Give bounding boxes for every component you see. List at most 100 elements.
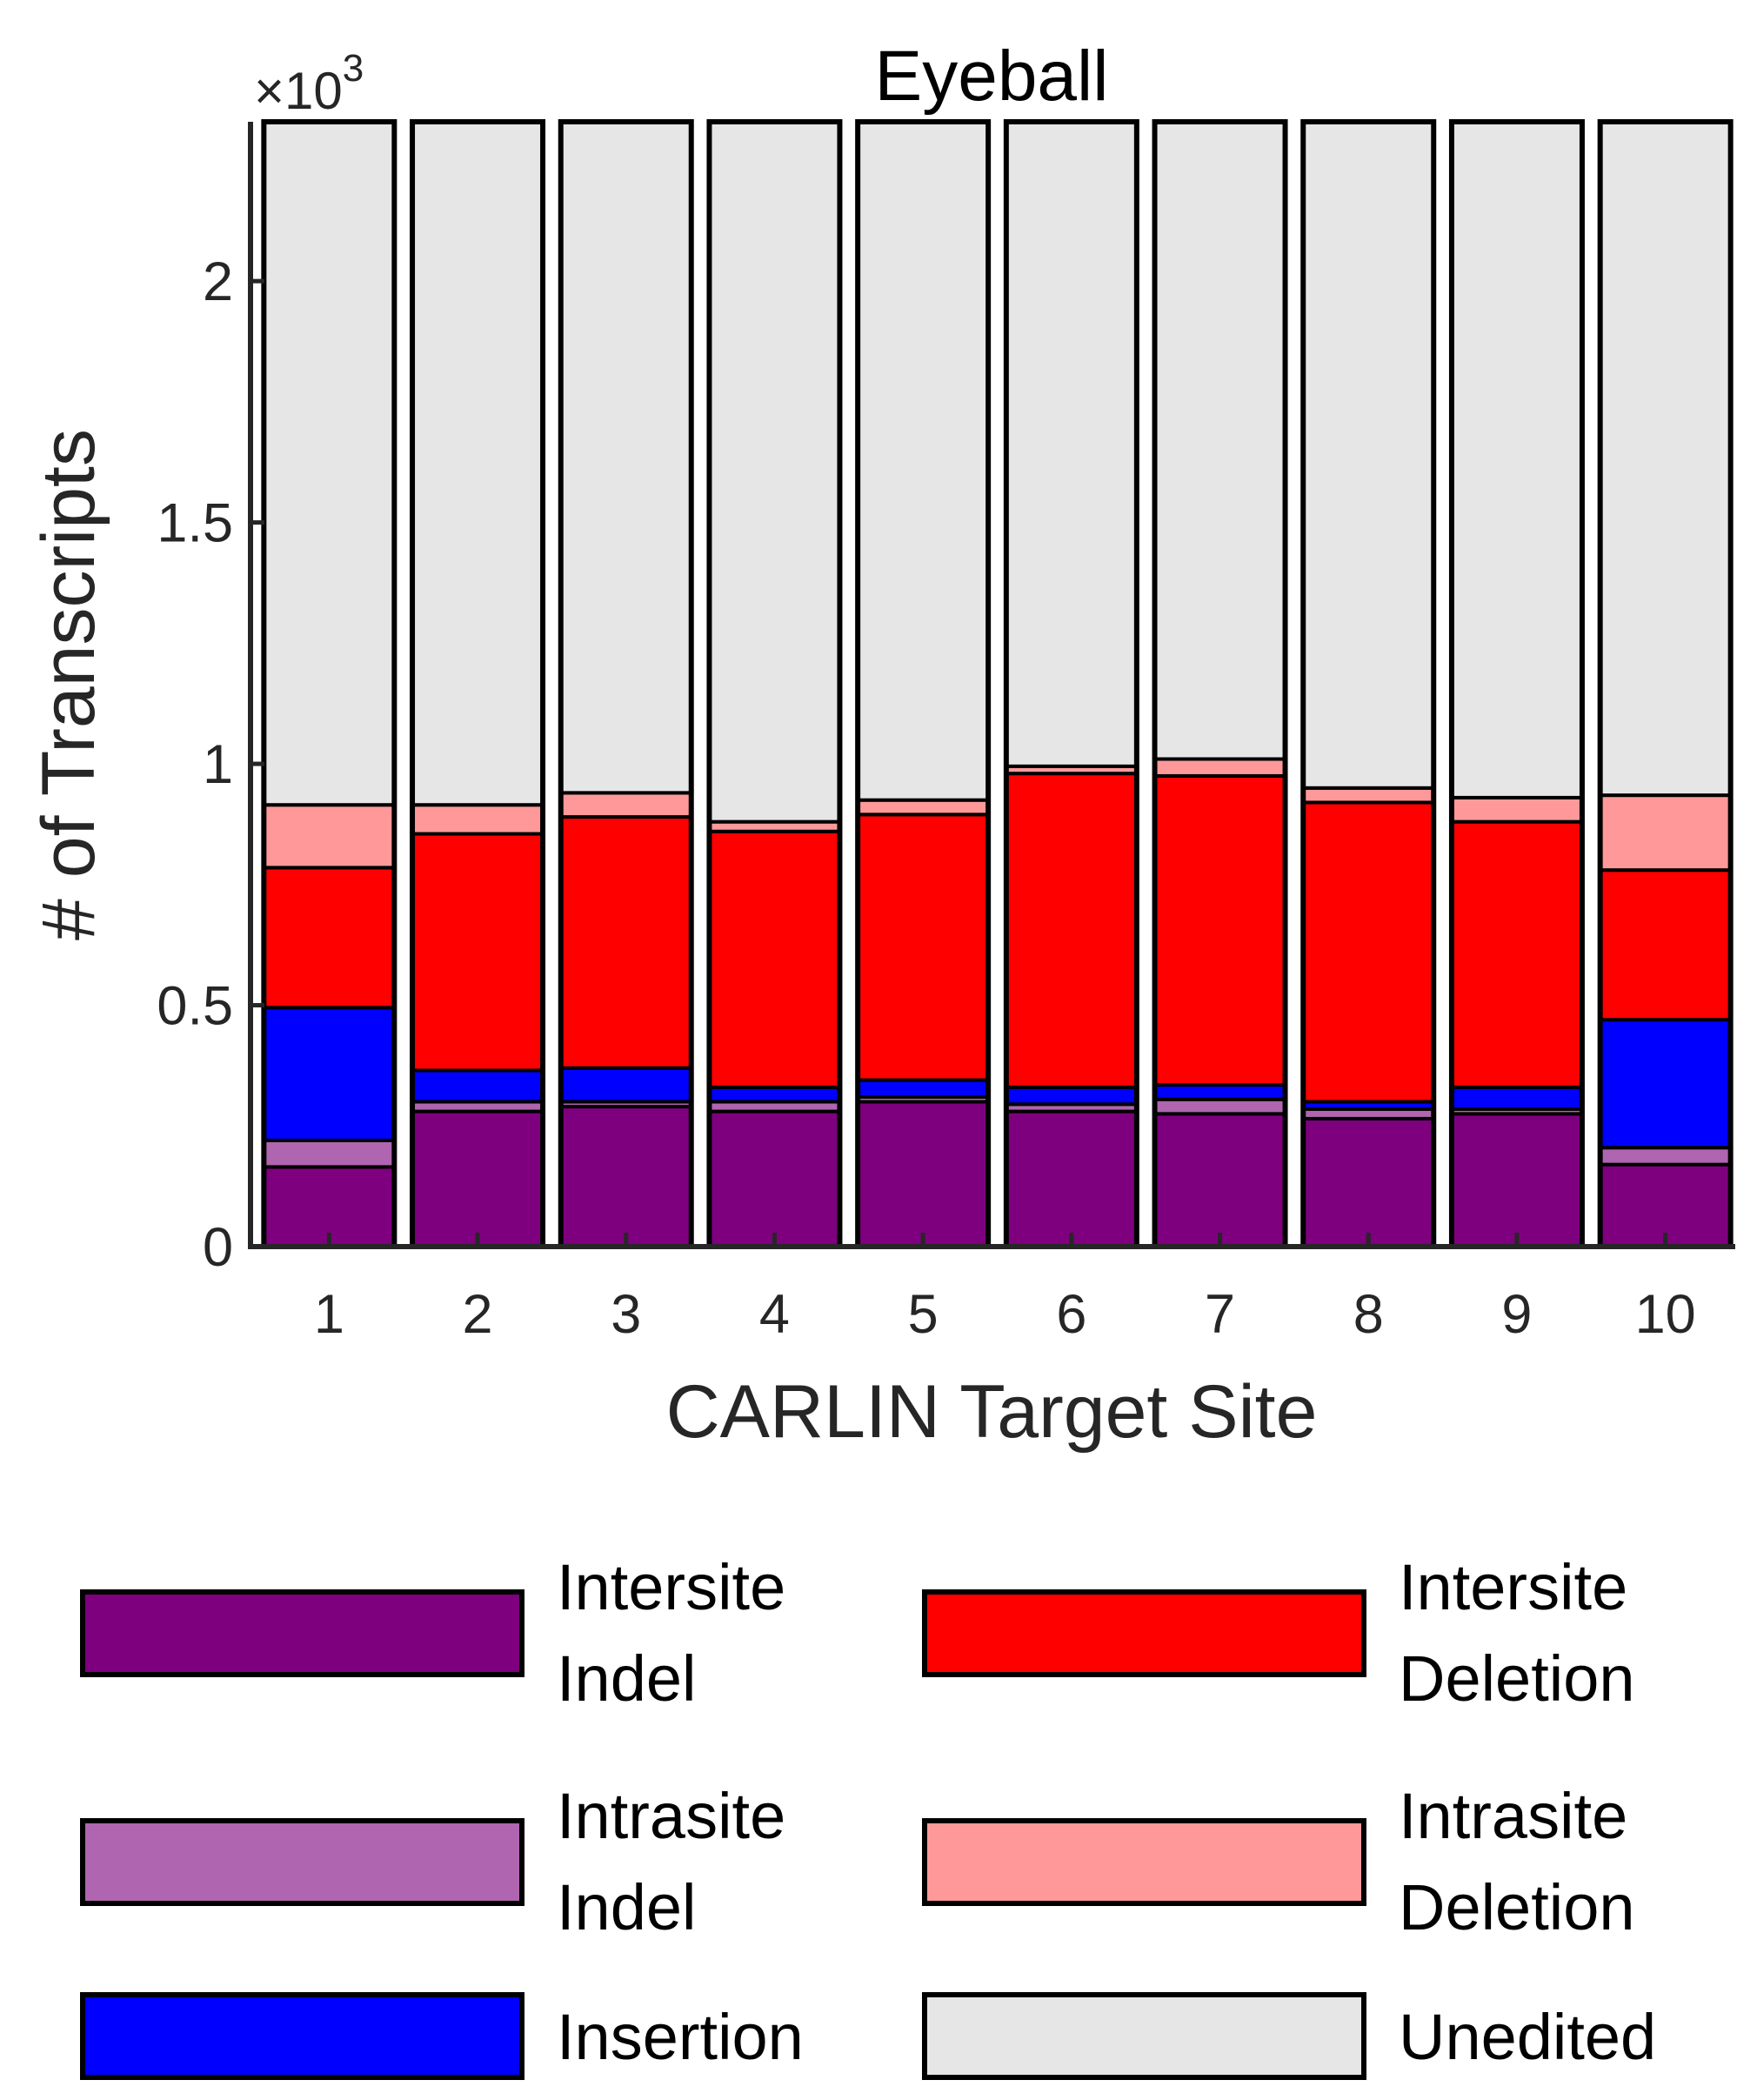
bar-segment-intrasite-deletion-7 — [1152, 757, 1287, 778]
bar-segment-intersite-deletion-2 — [411, 832, 545, 1073]
legend-item-insertion-: Insertion — [80, 1992, 804, 2080]
y-multiplier-base: ×10 — [254, 62, 343, 120]
bar-segment-insertion-5 — [856, 1078, 991, 1099]
bar-segment-intersite-deletion-9 — [1449, 819, 1584, 1089]
bar-stack-5 — [855, 119, 992, 1249]
bar-segment-intersite-indel-9 — [1449, 1112, 1584, 1248]
legend-swatch — [80, 1818, 524, 1906]
bar-stack-2 — [410, 119, 546, 1249]
bar-segment-unedited-7 — [1152, 120, 1287, 761]
bar-segment-intersite-indel-7 — [1152, 1112, 1287, 1248]
bar-segment-unedited-1 — [262, 120, 397, 807]
bar-segment-intrasite-deletion-1 — [262, 803, 397, 870]
bar-segment-intersite-deletion-7 — [1152, 773, 1287, 1087]
bar-segment-insertion-10 — [1598, 1018, 1733, 1150]
legend-item-intersite-indel: Intersite Indel — [80, 1551, 785, 1715]
bar-segment-intrasite-deletion-5 — [856, 798, 991, 817]
bar-segment-unedited-9 — [1449, 120, 1584, 799]
bar-segment-unedited-3 — [558, 120, 693, 795]
bar-segment-insertion-4 — [707, 1085, 842, 1104]
bar-segment-intersite-indel-5 — [856, 1100, 991, 1248]
bar-segment-intersite-deletion-8 — [1301, 800, 1436, 1104]
legend-swatch — [922, 1589, 1366, 1677]
y-tick-label-2: 1 — [203, 734, 233, 795]
bar-segment-unedited-8 — [1301, 120, 1436, 790]
x-tick-label-5: 5 — [908, 1284, 939, 1345]
x-axis-title: CARLIN Target Site — [666, 1370, 1318, 1454]
bars-layer — [261, 119, 1734, 1249]
bar-segment-intersite-indel-4 — [707, 1109, 842, 1249]
bar-segment-intrasite-deletion-3 — [558, 791, 693, 819]
bar-segment-intrasite-indel-10 — [1598, 1146, 1733, 1167]
x-tick-label-2: 2 — [463, 1284, 493, 1345]
x-tick-label-8: 8 — [1353, 1284, 1384, 1345]
y-tick-label-3: 1.5 — [157, 493, 233, 554]
bar-segment-insertion-9 — [1449, 1085, 1584, 1111]
bar-segment-intersite-deletion-6 — [1004, 772, 1139, 1089]
bar-stack-6 — [1003, 119, 1139, 1249]
x-tick-label-1: 1 — [314, 1284, 344, 1345]
y-multiplier-label: ×103 — [254, 47, 364, 120]
bar-segment-intrasite-deletion-10 — [1598, 793, 1733, 873]
bar-stack-1 — [261, 119, 397, 1249]
bar-segment-intersite-indel-3 — [558, 1105, 693, 1249]
bar-segment-intrasite-indel-1 — [262, 1138, 397, 1169]
x-tick-label-10: 10 — [1635, 1284, 1696, 1345]
legend-label-line1: Intersite — [1399, 1551, 1627, 1623]
y-tick-label-4: 2 — [203, 251, 233, 312]
legend-swatch — [80, 1589, 524, 1677]
legend-swatch — [922, 1992, 1366, 2080]
bar-segment-insertion-3 — [558, 1066, 693, 1104]
bar-segment-intersite-indel-8 — [1301, 1116, 1436, 1248]
x-tick-label-4: 4 — [759, 1284, 790, 1345]
legend-label-line2: Indel — [557, 1871, 696, 1943]
bar-segment-unedited-2 — [411, 120, 545, 807]
legend-swatch — [80, 1992, 524, 2080]
bar-segment-intersite-deletion-3 — [558, 815, 693, 1070]
bar-segment-intrasite-deletion-8 — [1301, 786, 1436, 805]
y-axis-title: # of Transcripts — [27, 429, 110, 940]
x-tick-label-6: 6 — [1056, 1284, 1086, 1345]
bar-segment-intersite-indel-6 — [1004, 1109, 1139, 1249]
x-tick-label-7: 7 — [1205, 1284, 1235, 1345]
legend-swatch — [922, 1818, 1366, 1906]
chart-title: Eyeball — [875, 37, 1109, 116]
legend-item-intersite-deletion: Intersite Deletion — [922, 1551, 1635, 1715]
legend-label-line2: Deletion — [1399, 1642, 1635, 1715]
bar-segment-insertion-1 — [262, 1006, 397, 1142]
bar-stack-8 — [1300, 119, 1437, 1249]
bar-segment-unedited-6 — [1004, 120, 1139, 768]
bar-stack-4 — [706, 119, 843, 1249]
legend-label-line1: Intrasite — [557, 1780, 785, 1852]
legend-item-intrasite-indel: Intrasite Indel — [80, 1780, 785, 1943]
y-multiplier-exponent: 3 — [343, 47, 364, 90]
legend-item-intrasite-deletion: Intrasite Deletion — [922, 1780, 1635, 1943]
legend-item-unedited-: Unedited — [922, 1992, 1656, 2080]
bar-stack-9 — [1448, 119, 1585, 1249]
bar-segment-intrasite-deletion-2 — [411, 803, 545, 836]
x-tick-label-9: 9 — [1501, 1284, 1532, 1345]
legend-label: Insertion — [557, 2001, 804, 2073]
legend-label-line2: Deletion — [1399, 1871, 1635, 1943]
bar-stack-3 — [558, 119, 694, 1249]
bar-segment-unedited-5 — [856, 120, 991, 802]
bar-segment-intersite-deletion-1 — [262, 866, 397, 1010]
legend-label-line2: Indel — [557, 1642, 696, 1715]
y-tick-label-0: 0 — [203, 1217, 233, 1278]
legend: IntersiteIndelIntersiteDeletionIntrasite… — [80, 1551, 1656, 2080]
bar-segment-unedited-4 — [707, 120, 842, 824]
y-tick-label-1: 0.5 — [157, 976, 233, 1037]
bar-segment-insertion-7 — [1152, 1083, 1287, 1101]
axes-layer — [248, 122, 1735, 1249]
legend-label-line1: Intrasite — [1399, 1780, 1627, 1852]
bar-stack-7 — [1152, 119, 1288, 1249]
bar-segment-insertion-2 — [411, 1068, 545, 1104]
legend-label-line1: Intersite — [557, 1551, 785, 1623]
ticks-layer: 0 0.5 1 1.5 2 1 2 3 4 5 6 7 8 9 10 — [157, 251, 1695, 1345]
bar-segment-intersite-deletion-10 — [1598, 868, 1733, 1022]
bar-segment-insertion-6 — [1004, 1085, 1139, 1107]
legend-label: Unedited — [1399, 2001, 1656, 2073]
bar-segment-intersite-deletion-5 — [856, 813, 991, 1082]
